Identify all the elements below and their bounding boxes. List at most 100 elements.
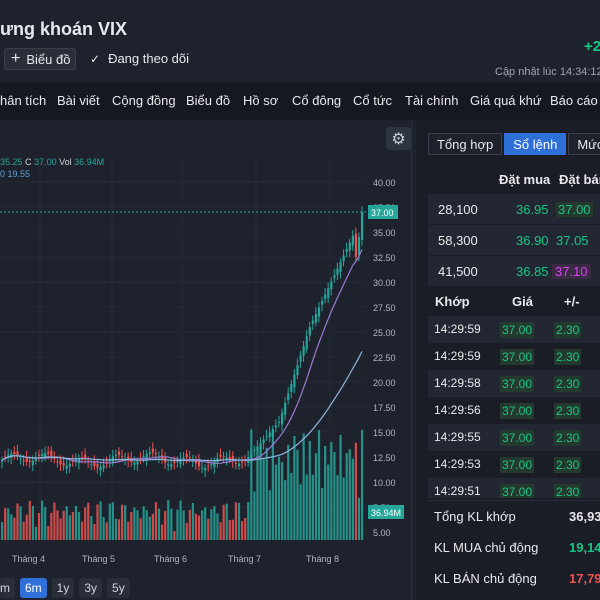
nav-item-financials[interactable]: Tài chính xyxy=(405,93,459,108)
candle-body xyxy=(290,384,293,393)
nav-item-chart[interactable]: Biểu đồ xyxy=(186,93,231,108)
volume-bar xyxy=(241,521,244,540)
order-vol: 58,300 xyxy=(438,233,478,248)
updated-value: 14:34:12 xyxy=(559,66,600,78)
range-button-m[interactable]: m xyxy=(0,578,15,598)
candle-body xyxy=(13,451,16,455)
price-chart[interactable]: 40.0037.5035.0032.5030.0027.5025.0022.50… xyxy=(0,120,412,600)
range-button-1y[interactable]: 1y xyxy=(51,578,75,598)
match-time: 14:29:55 xyxy=(434,430,481,444)
price-tick-label: 20.00 xyxy=(373,378,396,388)
range-button-3y[interactable]: 3y xyxy=(79,578,103,598)
range-button-6m[interactable]: 6m xyxy=(20,578,47,598)
volume-bar xyxy=(99,501,102,540)
volume-bar xyxy=(228,520,231,540)
tab-summary[interactable]: Tổng hợp xyxy=(428,133,503,155)
volume-bar xyxy=(274,464,278,540)
candle-body xyxy=(176,461,179,463)
candle-body xyxy=(41,453,44,457)
nav-item-articles[interactable]: Bài viết xyxy=(57,93,100,108)
volume-bar xyxy=(225,503,228,540)
candle-body xyxy=(302,346,305,356)
match-head-price: Giá xyxy=(512,294,533,309)
range-button-5y[interactable]: 5y xyxy=(107,578,130,598)
order-row: 28,100 36.95 37.00 xyxy=(428,194,600,224)
match-time: 14:29:53 xyxy=(434,457,481,471)
price-tick-label: 12.50 xyxy=(373,453,396,463)
gear-icon[interactable]: ⚙ xyxy=(386,127,411,150)
candle-body xyxy=(145,453,148,460)
volume-bar xyxy=(121,504,124,540)
volume-bar xyxy=(185,522,188,540)
nav-item-profile[interactable]: Hồ sơ xyxy=(243,93,279,108)
volume-bar xyxy=(281,462,284,540)
candle-body xyxy=(117,451,121,456)
nav-item-shareholders[interactable]: Cổ đông xyxy=(292,93,342,108)
tab-order-book[interactable]: Sổ lệnh xyxy=(504,133,567,155)
price-change: +2 xyxy=(584,38,600,55)
candle-body xyxy=(31,460,34,466)
candle-body xyxy=(321,301,324,305)
volume-bar xyxy=(327,464,330,540)
volume-bar xyxy=(1,522,4,540)
legend-vol: 36.94M xyxy=(74,157,105,167)
candle-body xyxy=(204,467,207,471)
volume-bar xyxy=(271,434,274,540)
volume-bar xyxy=(302,433,305,540)
volume-bar xyxy=(351,458,354,540)
price-tick-label: 10.00 xyxy=(373,478,396,488)
volume-bar xyxy=(7,508,10,540)
volume-bar xyxy=(151,513,154,540)
volume-bar xyxy=(361,429,364,540)
volume-bar xyxy=(207,518,210,540)
volume-bar xyxy=(108,503,111,540)
volume-bar xyxy=(10,514,13,540)
matched-trades-list[interactable]: 14:29:59 37.00 2.30 14:29:59 37.00 2.30 … xyxy=(428,316,600,498)
candle-body xyxy=(19,458,22,460)
candle-body xyxy=(277,422,281,423)
volume-bar xyxy=(247,501,250,540)
volume-bar xyxy=(87,502,90,540)
candle-body xyxy=(114,454,118,457)
candle-body xyxy=(311,320,314,324)
candle-body xyxy=(262,439,265,444)
chart-canvas[interactable]: 40.0037.5035.0032.5030.0027.5025.0022.50… xyxy=(0,120,412,600)
candle-body xyxy=(173,461,176,464)
nav-item-dividends[interactable]: Cổ tức xyxy=(353,93,393,108)
volume-bar xyxy=(136,510,139,540)
nav-item-analysis[interactable]: hân tích xyxy=(0,93,47,108)
volume-bar xyxy=(22,521,25,540)
order-buy-price: 36.95 xyxy=(516,202,549,217)
candle-body xyxy=(293,374,296,388)
follow-button[interactable]: ✓ Đang theo dõi xyxy=(90,51,189,66)
candle-body xyxy=(77,458,81,463)
volume-bar xyxy=(28,500,31,540)
volume-bar xyxy=(277,456,281,540)
volume-bar xyxy=(262,459,265,540)
match-change: 2.30 xyxy=(554,430,582,446)
chart-button[interactable]: + Biểu đồ xyxy=(4,48,76,70)
volume-bar xyxy=(117,519,121,540)
price-tick-label: 35.00 xyxy=(373,228,396,238)
match-price: 37.00 xyxy=(500,322,535,338)
volume-bar xyxy=(296,449,299,540)
nav-item-community[interactable]: Cộng đồng xyxy=(112,93,176,108)
price-tick-label: 22.50 xyxy=(373,353,396,363)
volume-bar xyxy=(56,510,59,540)
last-price-tag xyxy=(368,205,398,219)
volume-bar xyxy=(68,515,71,540)
summary-label: KL MUA chủ động xyxy=(434,540,539,555)
tab-price-levels[interactable]: Mức giá xyxy=(568,133,600,155)
candle-body xyxy=(68,463,71,467)
volume-bar xyxy=(244,518,247,540)
volume-bar xyxy=(65,506,68,540)
match-row: 14:29:58 37.00 2.30 xyxy=(428,370,600,397)
volume-bar xyxy=(216,513,219,540)
candle-body xyxy=(136,461,139,465)
nav-item-price-history[interactable]: Giá quá khứ xyxy=(470,93,542,108)
match-row: 14:29:53 37.00 2.30 xyxy=(428,451,600,478)
volume-bar xyxy=(164,510,167,540)
candle-body xyxy=(336,268,339,275)
nav-item-reports[interactable]: Báo cáo xyxy=(550,93,598,108)
candle-body xyxy=(339,262,342,272)
